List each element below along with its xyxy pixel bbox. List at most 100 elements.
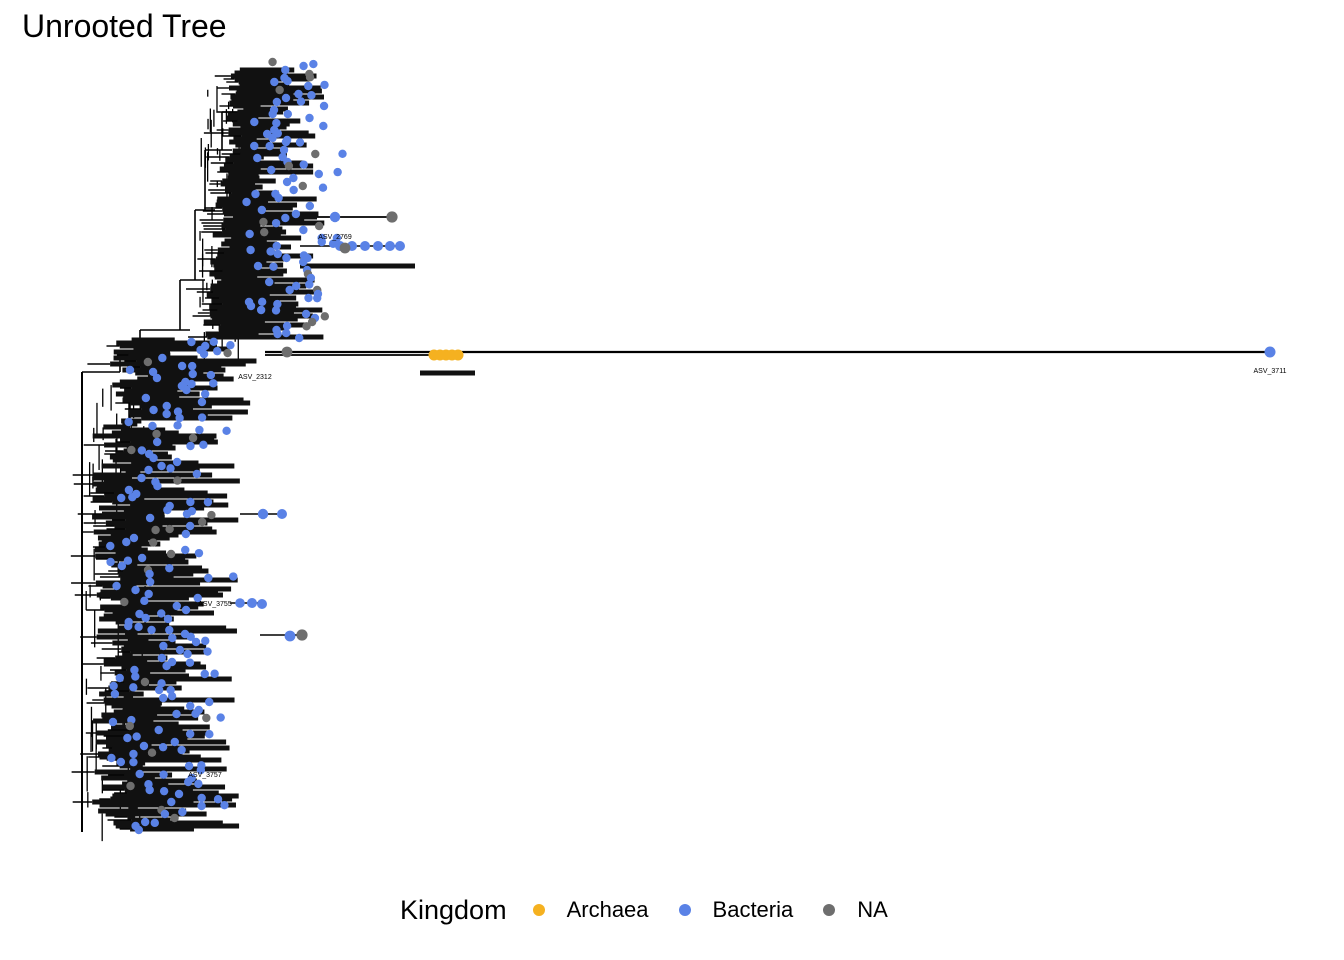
tip-label-cluster (117, 757, 222, 763)
tip-point (154, 685, 164, 695)
tip-label-cluster (99, 691, 144, 697)
tip-label-cluster (130, 826, 194, 832)
tip-label-cluster (128, 805, 138, 811)
tip-label-cluster (103, 658, 148, 664)
tip-label-cluster (233, 103, 261, 109)
named-tip-labels: ASV_3711 ASV_2769 ASV_3757 ASV_3755 ASV_2312 (188, 234, 1286, 779)
tip-label-cluster (130, 502, 229, 508)
tip-label-cluster (111, 703, 161, 709)
tip-point (229, 572, 238, 581)
legend-item-na: NA (823, 897, 888, 923)
tip-point (177, 361, 187, 371)
tip-label-cluster (100, 589, 218, 595)
tip-point (246, 245, 255, 255)
tip-point (309, 59, 318, 69)
tip-label-cluster (240, 124, 287, 130)
tip-label-cluster (229, 100, 310, 106)
tip-label-cluster (223, 163, 314, 169)
legend-swatch-bacteria (678, 904, 691, 916)
tip-label-cluster (112, 457, 157, 463)
tip-label-cluster (113, 349, 171, 355)
tip-point (205, 697, 214, 707)
tip-label-cluster (232, 121, 290, 127)
tip-label-cluster (139, 403, 212, 409)
tip-label-cluster (112, 640, 176, 646)
tip-point (186, 441, 195, 451)
tip-point (210, 669, 219, 678)
tip-label-cluster (114, 523, 163, 529)
tip-label-cluster (226, 115, 259, 121)
tip-label-cluster (124, 772, 173, 778)
tip-label-cluster (102, 715, 199, 721)
tip-label-cluster (220, 322, 308, 328)
tip-label-cluster (101, 511, 165, 517)
tip-point (107, 753, 116, 763)
tip-point (292, 281, 301, 291)
tip-label: ASV_3757 (188, 772, 222, 779)
tip-label: ASV_2769 (318, 234, 352, 241)
tip-point (298, 181, 307, 191)
tip-point (251, 189, 260, 199)
tip-label-cluster (212, 316, 298, 322)
tip-point (154, 725, 163, 735)
tip-label-cluster (217, 247, 268, 253)
tip-point (245, 229, 254, 239)
tip-label-cluster (118, 571, 194, 577)
tip-point (141, 613, 150, 623)
tip-label-cluster (222, 205, 293, 211)
tip-label-cluster (130, 400, 251, 406)
tip-point (253, 153, 262, 163)
tip-label-cluster (105, 811, 207, 817)
tip-label-cluster (123, 694, 133, 700)
tip-label-cluster (103, 661, 201, 667)
tip-point (162, 401, 171, 411)
tip-label-cluster (120, 436, 215, 442)
tip-point (170, 737, 179, 747)
tip-label-cluster (104, 493, 228, 499)
legend-swatch-na (823, 904, 836, 916)
tip-label-cluster (112, 382, 194, 388)
tip-point (205, 729, 214, 739)
tip-label-cluster (112, 499, 214, 505)
tip-label-cluster (124, 601, 204, 607)
tip-point (123, 733, 132, 743)
tip-label-cluster (215, 202, 298, 208)
tip-point (314, 169, 324, 179)
tip-point (152, 437, 162, 447)
tip-point (186, 632, 195, 642)
tip-label-cluster (104, 700, 162, 706)
tip-point (257, 205, 267, 215)
tip-label-cluster (130, 721, 179, 727)
tip-point (150, 818, 160, 828)
tip-point (153, 481, 162, 491)
legend-title: Kingdom (400, 894, 507, 925)
tip-point (201, 636, 210, 646)
tip-point (131, 585, 140, 595)
tip-point (124, 621, 133, 631)
tip-point (145, 569, 154, 579)
tip-label-cluster (96, 739, 227, 745)
tip-label-cluster (124, 787, 193, 793)
tip-point (273, 299, 282, 309)
tip-point (129, 533, 139, 543)
tip-label-cluster (128, 559, 189, 565)
tip-label-cluster (122, 706, 185, 712)
tip-point (173, 476, 182, 485)
tip-point (157, 653, 167, 663)
tip-point (166, 549, 176, 559)
tip-label-cluster (129, 622, 170, 628)
tip-label-cluster (97, 751, 183, 757)
tip-point (188, 369, 197, 379)
tip-point (274, 193, 283, 203)
tip-label-cluster (229, 154, 264, 160)
tip-label-cluster (116, 340, 214, 346)
tip-point (166, 464, 175, 473)
tip-point (305, 201, 315, 211)
tip-point (174, 789, 184, 799)
tip-point (272, 241, 281, 251)
tip-label-cluster (103, 478, 240, 484)
tip-label-cluster (103, 424, 131, 430)
tip-label-cluster (233, 136, 257, 142)
tip-point (320, 80, 329, 90)
